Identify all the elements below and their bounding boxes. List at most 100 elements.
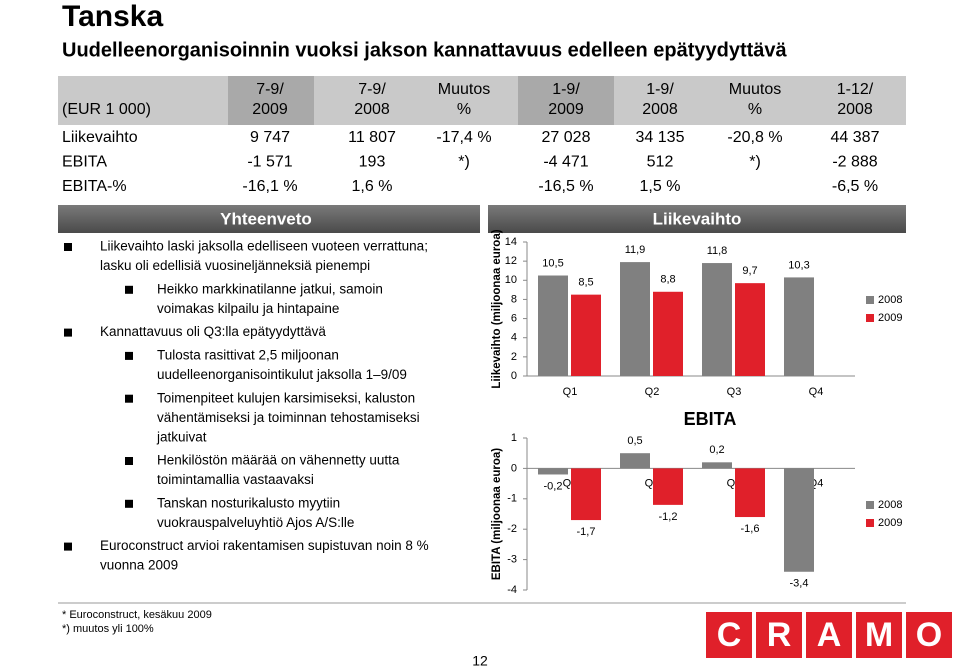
table-column-header: Muutos [438, 81, 490, 98]
y-tick-label: 4 [511, 332, 517, 344]
title: Tanska [62, 0, 163, 33]
bullet-marker [125, 394, 133, 403]
page-number: 12 [472, 653, 488, 669]
bar [702, 462, 732, 469]
bar [653, 468, 683, 505]
bar [702, 263, 732, 376]
data-label: -1,7 [577, 526, 596, 538]
logo-letter: R [767, 616, 792, 654]
table-header-bg [58, 76, 906, 125]
legend-label: 2008 [878, 499, 902, 511]
logo-box [756, 612, 802, 658]
bullet-text: vuonna 2009 [100, 558, 178, 573]
bar [784, 468, 814, 572]
y-tick-label: -1 [507, 493, 517, 505]
table-cell: 1,6 % [352, 178, 393, 195]
table-column-header: % [457, 101, 471, 118]
data-label: 8,8 [660, 274, 675, 286]
data-label: -1,2 [659, 511, 678, 523]
table-header-col-bg [518, 76, 614, 125]
logo-box [806, 612, 852, 658]
section-header-bg [58, 205, 480, 233]
logo-letter: A [817, 616, 842, 654]
table-cell: -6,5 % [832, 178, 878, 195]
bullet-text: Heikko markkinatilanne jatkui, samoin [157, 281, 383, 296]
y-tick-label: 12 [505, 255, 517, 267]
table-column-header: 2009 [548, 101, 584, 118]
y-axis-label: Liikevaihto (miljoonaa euroa) [491, 229, 503, 388]
table-cell: 9 747 [250, 129, 290, 146]
legend-label: 2008 [878, 294, 902, 306]
bullet-marker [64, 328, 72, 337]
y-axis-label: EBITA (miljoonaa euroa) [491, 448, 503, 580]
table-cell: -1 571 [247, 154, 292, 171]
table-column-header: 2008 [354, 101, 390, 118]
section-header-bg [488, 205, 906, 233]
y-tick-label: 10 [505, 274, 517, 286]
bar [620, 262, 650, 376]
data-label: 11,8 [707, 245, 728, 257]
bullet-text: vähentämiseksi ja toiminnan tehostamisek… [157, 410, 420, 425]
logo-box [906, 612, 952, 658]
table-cell: 1,5 % [640, 178, 681, 195]
table-cell: *) [749, 154, 761, 171]
table-column-header: 1-9/ [646, 81, 674, 98]
legend-label: 2009 [878, 517, 902, 529]
table-cell: 193 [359, 154, 386, 171]
table-cell: -17,4 % [436, 129, 491, 146]
bar [735, 468, 765, 518]
y-tick-label: 0 [511, 370, 517, 382]
data-label: 0,5 [627, 435, 642, 447]
logo-box [856, 612, 902, 658]
y-tick-label: 1 [511, 432, 517, 444]
section-heading: Liikevaihto [653, 209, 742, 228]
data-label: 10,5 [542, 257, 563, 269]
bullet-text: Tanskan nosturikalusto myytiin [157, 495, 340, 510]
bullet-marker [125, 285, 133, 294]
x-tick-label: Q1 [563, 386, 578, 398]
y-tick-label: 2 [511, 351, 517, 363]
table-column-header: 7-9/ [358, 81, 386, 98]
table-column-header: 1-12/ [837, 81, 874, 98]
y-tick-label: 14 [505, 236, 517, 248]
bullet-text: jatkuivat [156, 429, 207, 444]
table-column-header: 7-9/ [256, 81, 284, 98]
table-unit: (EUR 1 000) [62, 101, 151, 118]
bullet-marker [125, 457, 133, 465]
bullet-text: Toimenpiteet kulujen karsimiseksi, kalus… [157, 390, 415, 405]
legend-swatch [866, 501, 874, 509]
section-heading: Yhteenveto [220, 209, 312, 228]
table-cell: 512 [647, 154, 674, 171]
data-label: 10,3 [788, 259, 809, 271]
table-column-header: Muutos [729, 81, 781, 98]
x-tick-label: Q4 [809, 386, 824, 398]
legend-swatch [866, 519, 874, 527]
bullet-text: vuokrauspalveluyhtiö Ajos A/S:lle [157, 515, 354, 530]
data-label: -0,2 [544, 480, 563, 492]
y-tick-label: -3 [507, 554, 517, 566]
bullet-text: Euroconstruct arvioi rakentamisen supist… [100, 538, 429, 553]
table-row-label: EBITA [62, 154, 107, 171]
data-label: -1,6 [741, 523, 760, 535]
bullet-marker [64, 542, 72, 551]
y-tick-label: -4 [507, 584, 517, 596]
logo-letter: M [865, 616, 893, 654]
chart-title: EBITA [684, 409, 737, 429]
bullet-text: Tulosta rasittivat 2,5 miljoonan [157, 347, 339, 362]
logo-letter: C [717, 616, 742, 654]
bar [571, 468, 601, 521]
bar [653, 291, 683, 376]
bar [538, 275, 568, 376]
bullet-text: lasku oli edellisiä vuosineljänneksiä pi… [100, 258, 370, 273]
x-tick-label: Q3 [727, 386, 742, 398]
table-cell: 34 135 [636, 129, 685, 146]
bullet-marker [64, 243, 72, 251]
bar [571, 294, 601, 376]
table-cell: -4 471 [543, 154, 588, 171]
footnote: *) muutos yli 100% [62, 623, 154, 635]
table-row-label: EBITA-% [62, 178, 127, 195]
x-tick-label: Q2 [645, 386, 660, 398]
data-label: 9,7 [742, 265, 757, 277]
